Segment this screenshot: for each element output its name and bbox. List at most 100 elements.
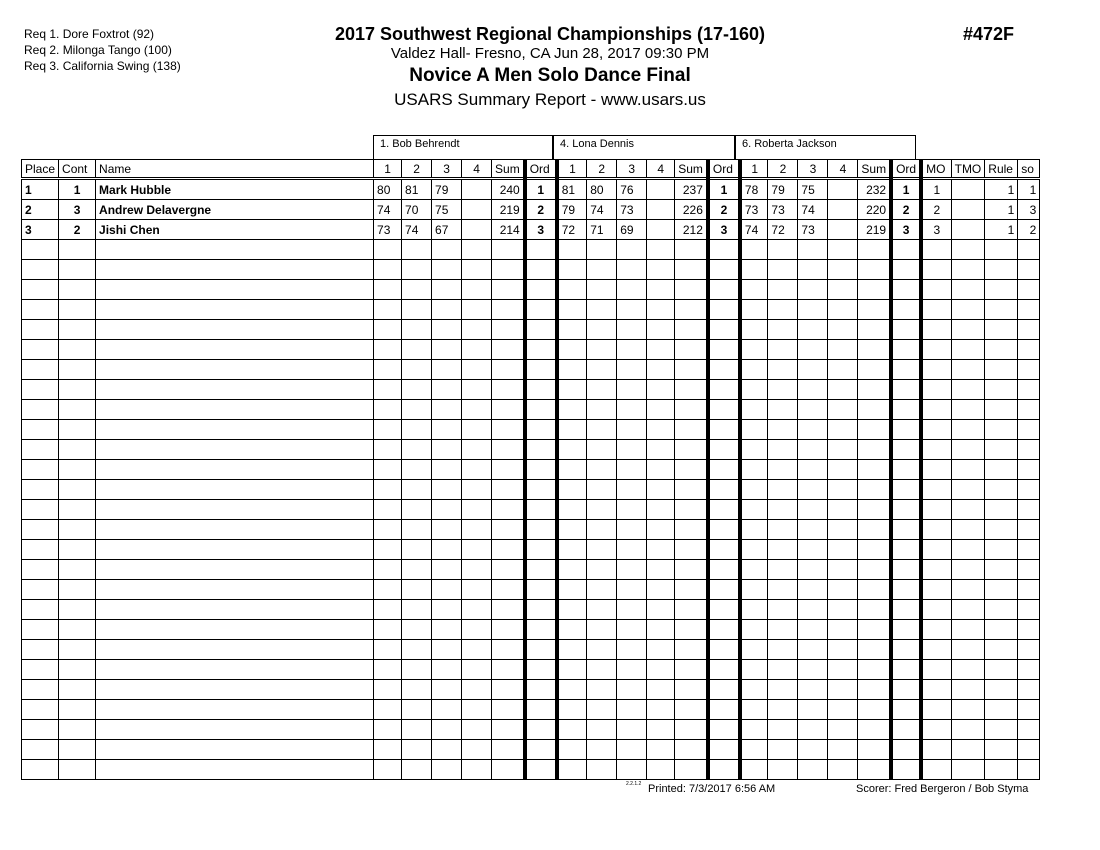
score-cell xyxy=(797,759,829,780)
sum-cell xyxy=(674,599,709,620)
score-cell xyxy=(827,499,859,520)
score-cell xyxy=(401,299,433,320)
sum-cell xyxy=(491,599,526,620)
score-cell xyxy=(827,379,859,400)
ordinal-cell xyxy=(705,439,741,460)
score-cell xyxy=(554,639,588,660)
score-cell xyxy=(586,499,618,520)
score-cell xyxy=(737,419,769,440)
rule-cell xyxy=(984,719,1019,740)
event-number: #472F xyxy=(963,24,1015,44)
score-cell xyxy=(401,279,433,300)
so-cell xyxy=(1017,339,1041,360)
score-cell xyxy=(616,339,648,360)
sum-cell xyxy=(674,659,709,680)
score-cell: 73 xyxy=(797,219,829,240)
so-cell: 3 xyxy=(1017,199,1041,220)
judge-header: 6. Roberta Jackson xyxy=(735,135,916,159)
score-cell xyxy=(373,499,403,520)
score-cell: 74 xyxy=(586,199,618,220)
score-cell xyxy=(401,699,433,720)
score-cell xyxy=(401,679,433,700)
score-cell xyxy=(797,319,829,340)
score-cell xyxy=(586,659,618,680)
score-cell xyxy=(616,379,648,400)
score-cell xyxy=(586,599,618,620)
mo-cell xyxy=(919,479,952,500)
ordinal-cell xyxy=(522,759,558,780)
score-cell: 76 xyxy=(616,178,648,200)
sum-cell xyxy=(674,439,709,460)
score-cell xyxy=(554,299,588,320)
score-cell xyxy=(554,279,588,300)
score-cell xyxy=(554,599,588,620)
rule-cell xyxy=(984,479,1019,500)
score-cell xyxy=(646,419,676,440)
sum-cell xyxy=(857,279,892,300)
name-cell xyxy=(95,479,375,500)
so-cell xyxy=(1017,399,1041,420)
judge-col-header: 2 xyxy=(401,159,433,180)
sum-cell xyxy=(491,559,526,580)
score-cell xyxy=(373,239,403,260)
name-cell xyxy=(95,379,375,400)
score-cell xyxy=(797,479,829,500)
score-cell xyxy=(767,659,799,680)
score-cell xyxy=(401,739,433,760)
score-cell xyxy=(586,639,618,660)
score-cell xyxy=(767,419,799,440)
sum-cell: 219 xyxy=(857,219,892,240)
ordinal-cell xyxy=(705,659,741,680)
score-cell xyxy=(646,239,676,260)
sum-cell xyxy=(674,519,709,540)
score-cell xyxy=(586,739,618,760)
requirement: Req 2. Milonga Tango (100) xyxy=(24,43,172,57)
score-cell xyxy=(431,239,463,260)
place-cell xyxy=(20,419,60,440)
score-cell: 73 xyxy=(616,199,648,220)
mo-cell xyxy=(919,419,952,440)
score-cell xyxy=(737,299,769,320)
score-cell xyxy=(373,379,403,400)
score-cell xyxy=(586,719,618,740)
score-cell xyxy=(461,679,493,700)
ordinal-cell xyxy=(705,679,741,700)
score-cell xyxy=(373,539,403,560)
cont-cell xyxy=(58,339,97,360)
name-cell xyxy=(95,239,375,260)
score-cell xyxy=(646,699,676,720)
score-cell xyxy=(554,379,588,400)
place-cell xyxy=(20,239,60,260)
mo-cell xyxy=(919,359,952,380)
score-cell xyxy=(554,619,588,640)
ordinal-cell xyxy=(705,239,741,260)
place-cell xyxy=(20,619,60,640)
score-cell xyxy=(401,559,433,580)
score-cell xyxy=(737,699,769,720)
score-cell: 81 xyxy=(401,178,433,200)
score-cell xyxy=(401,719,433,740)
score-cell xyxy=(737,359,769,380)
cont-cell xyxy=(58,679,97,700)
score-cell xyxy=(616,279,648,300)
score-cell xyxy=(586,339,618,360)
ordinal-cell xyxy=(889,299,922,320)
score-cell xyxy=(373,299,403,320)
tmo-cell xyxy=(950,639,986,660)
score-cell xyxy=(586,239,618,260)
score-cell xyxy=(554,359,588,380)
tmo-cell xyxy=(950,659,986,680)
score-cell: 72 xyxy=(767,219,799,240)
score-cell xyxy=(767,719,799,740)
score-cell xyxy=(646,559,676,580)
score-cell xyxy=(461,279,493,300)
mo-cell xyxy=(919,259,952,280)
tmo-cell xyxy=(950,759,986,780)
empty-row xyxy=(20,739,1041,760)
score-cell xyxy=(401,519,433,540)
place-cell xyxy=(20,459,60,480)
name-cell xyxy=(95,599,375,620)
rule-cell xyxy=(984,599,1019,620)
sum-cell xyxy=(857,679,892,700)
score-cell xyxy=(461,239,493,260)
